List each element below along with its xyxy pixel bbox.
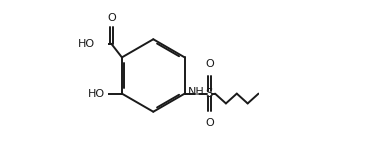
Text: HO: HO (88, 89, 105, 99)
Text: NH: NH (188, 87, 205, 97)
Text: HO: HO (77, 39, 95, 49)
Text: O: O (205, 118, 214, 128)
Text: O: O (205, 59, 214, 69)
Text: S: S (206, 87, 213, 100)
Text: O: O (107, 13, 116, 23)
